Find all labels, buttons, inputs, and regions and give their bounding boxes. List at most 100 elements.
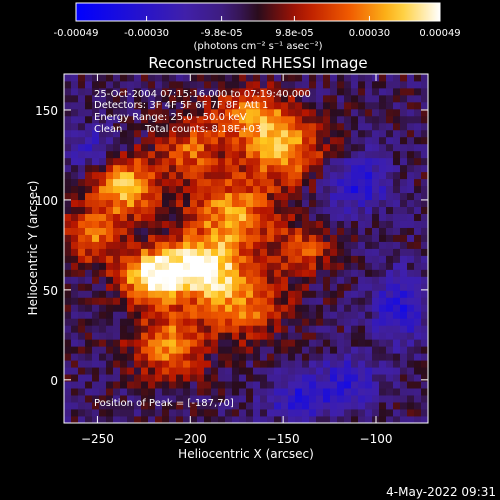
heatmap-cell (141, 122, 149, 131)
heatmap-cell (400, 143, 408, 152)
heatmap-cell (218, 381, 226, 389)
heatmap-cell (127, 409, 135, 417)
heatmap-cell (358, 192, 366, 201)
heatmap-cell (120, 283, 128, 291)
heatmap-cell (400, 388, 408, 396)
heatmap-cell (365, 241, 373, 249)
heatmap-cell (358, 164, 366, 173)
y-tick-label: 0 (50, 374, 58, 388)
heatmap-cell (393, 87, 401, 96)
heatmap-cell (190, 255, 198, 263)
heatmap-cell (309, 416, 317, 424)
heatmap-cell (225, 171, 233, 180)
heatmap-cell (414, 353, 422, 361)
heatmap-cell (323, 353, 331, 361)
heatmap-cell (106, 304, 114, 312)
heatmap-cell (204, 220, 212, 228)
heatmap-cell (218, 339, 226, 347)
heatmap-cell (78, 269, 86, 277)
heatmap-cell (85, 395, 93, 403)
heatmap-cell (113, 94, 121, 103)
heatmap-cell (148, 353, 156, 361)
heatmap-cell (92, 409, 100, 417)
heatmap-cell (253, 227, 261, 235)
heatmap-cell (85, 206, 93, 214)
heatmap-cell (337, 80, 345, 89)
heatmap-cell (148, 129, 156, 138)
heatmap-cell (141, 164, 149, 173)
heatmap-cell (344, 234, 352, 242)
heatmap-cell (183, 395, 191, 403)
heatmap-cell (225, 283, 233, 291)
heatmap-cell (85, 374, 93, 382)
heatmap-cell (309, 269, 317, 277)
heatmap-cell (253, 164, 261, 173)
heatmap-cell (127, 304, 135, 312)
heatmap-cell (155, 416, 163, 424)
heatmap-cell (106, 311, 114, 319)
heatmap-cell (197, 199, 205, 208)
heatmap-cell (379, 241, 387, 249)
heatmap-cell (120, 108, 128, 117)
heatmap-cell (162, 339, 170, 347)
heatmap-cell (414, 381, 422, 389)
heatmap-cell (358, 402, 366, 410)
heatmap-cell (169, 150, 177, 159)
heatmap-cell (71, 248, 79, 256)
heatmap-cell (246, 346, 254, 354)
heatmap-cell (386, 143, 394, 152)
heatmap-cell (295, 395, 303, 403)
heatmap-cell (204, 346, 212, 354)
heatmap-cell (260, 94, 268, 103)
heatmap-cell (337, 206, 345, 214)
heatmap-cell (309, 234, 317, 242)
heatmap-cell (323, 297, 331, 305)
heatmap-cell (344, 339, 352, 347)
heatmap-cell (414, 199, 422, 208)
heatmap-cell (134, 255, 142, 263)
heatmap-cell (267, 199, 275, 208)
heatmap-cell (400, 87, 408, 96)
heatmap-cell (155, 185, 163, 194)
heatmap-cell (281, 94, 289, 103)
heatmap-cell (127, 199, 135, 208)
heatmap-cell (71, 290, 79, 298)
heatmap-cell (169, 353, 177, 361)
heatmap-cell (225, 311, 233, 319)
heatmap-cell (344, 255, 352, 263)
heatmap-cell (141, 192, 149, 201)
heatmap-cell (162, 129, 170, 138)
heatmap-cell (330, 206, 338, 214)
heatmap-cell (106, 101, 114, 110)
heatmap-cell (274, 150, 282, 159)
heatmap-cell (239, 227, 247, 235)
heatmap-cell (358, 339, 366, 347)
heatmap-cell (141, 241, 149, 249)
heatmap-cell (64, 346, 72, 354)
heatmap-cell (316, 311, 324, 319)
heatmap-cell (162, 143, 170, 152)
heatmap-cell (239, 339, 247, 347)
heatmap-cell (358, 122, 366, 131)
heatmap-cell (197, 129, 205, 138)
heatmap-cell (372, 367, 380, 375)
heatmap-cell (71, 150, 79, 159)
heatmap-cell (106, 143, 114, 152)
heatmap-cell (211, 283, 219, 291)
heatmap-cell (141, 269, 149, 277)
heatmap-cell (372, 227, 380, 235)
heatmap-cell (78, 360, 86, 368)
heatmap-cell (358, 74, 366, 82)
heatmap-cell (239, 416, 247, 424)
heatmap-cell (316, 115, 324, 124)
heatmap-cell (64, 304, 72, 312)
heatmap-cell (204, 241, 212, 249)
heatmap-cell (379, 164, 387, 173)
heatmap-cell (330, 325, 338, 333)
heatmap-cell (393, 325, 401, 333)
heatmap-cell (78, 297, 86, 305)
heatmap-cell (183, 178, 191, 187)
heatmap-cell (323, 74, 331, 82)
heatmap-cell (323, 367, 331, 375)
heatmap-cell (113, 80, 121, 89)
